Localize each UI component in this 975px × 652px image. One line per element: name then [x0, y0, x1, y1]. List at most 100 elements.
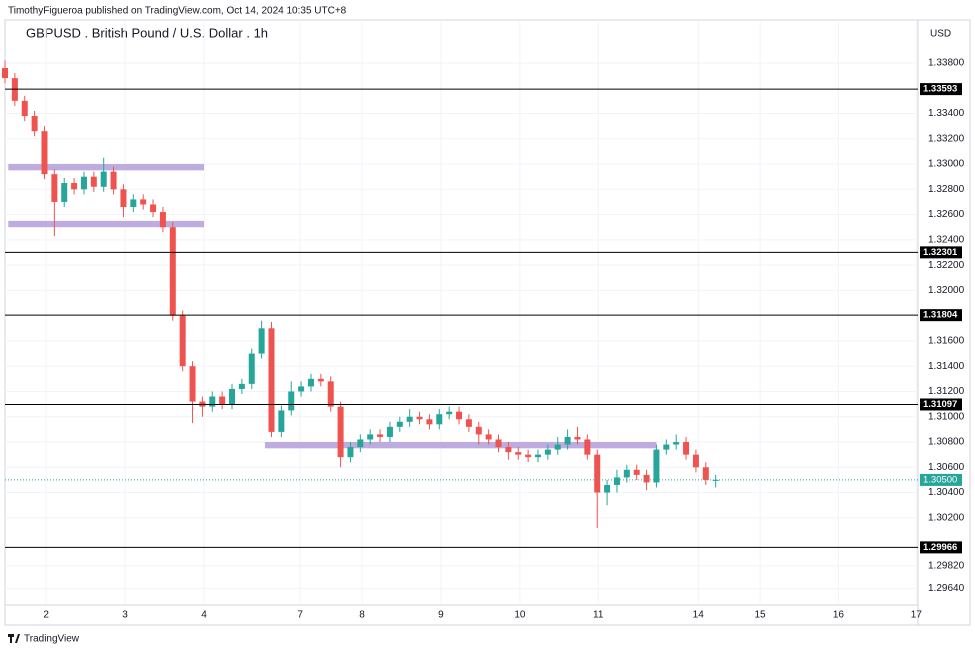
candle-body	[386, 426, 393, 437]
candle-body	[31, 116, 38, 132]
footer: TradingView	[24, 634, 80, 645]
y-tick-label: 1.30400	[928, 487, 965, 498]
candle-body	[159, 212, 166, 228]
candle-body	[248, 353, 255, 384]
candle-body	[456, 411, 463, 420]
candle-body	[298, 386, 305, 392]
candle-body	[475, 426, 482, 435]
candle-body	[140, 199, 147, 205]
candle-body	[71, 182, 78, 190]
candle-body	[643, 474, 650, 483]
x-tick-label: 7	[297, 610, 303, 621]
candle-body	[544, 449, 551, 455]
candle-body	[712, 479, 719, 481]
candle-body	[436, 414, 443, 425]
candle-body	[465, 419, 472, 427]
candle-body	[219, 396, 226, 405]
y-tick-label: 1.30800	[928, 437, 965, 448]
candle-body	[663, 444, 670, 450]
y-tick-label: 1.33400	[928, 108, 965, 119]
candle-body	[377, 434, 384, 437]
x-tick-label: 15	[755, 610, 767, 621]
candle-body	[209, 396, 216, 407]
candle-body	[268, 328, 275, 432]
candle-body	[150, 204, 157, 213]
y-tick-label: 1.32800	[928, 184, 965, 195]
x-tick-label: 2	[43, 610, 49, 621]
level-label: 1.31804	[923, 310, 958, 321]
level-label: 1.31097	[923, 399, 957, 410]
y-tick-label: 1.31000	[928, 411, 965, 422]
candle-body	[673, 442, 680, 445]
candle-body	[169, 227, 176, 316]
candle-body	[288, 391, 295, 411]
candle-body	[426, 419, 433, 425]
x-tick-label: 8	[359, 610, 365, 621]
candle-body	[692, 454, 699, 468]
level-label: 1.32301	[923, 247, 958, 258]
y-tick-label: 1.32600	[928, 209, 965, 220]
candle-body	[120, 189, 127, 207]
candle-body	[130, 199, 137, 207]
x-tick-label: 10	[514, 610, 526, 621]
candle-body	[327, 381, 334, 407]
candle-body	[406, 416, 413, 422]
candle-body	[337, 406, 344, 458]
level-tag	[920, 541, 962, 554]
x-tick-label: 9	[438, 610, 444, 621]
y-tick-label: 1.29640	[928, 583, 965, 594]
candle-body	[258, 328, 265, 354]
x-tick-label: 17	[911, 610, 923, 621]
candle-body	[278, 410, 285, 432]
candle-body	[90, 176, 97, 187]
candle-body	[357, 439, 364, 448]
y-tick-label: 1.31600	[928, 336, 965, 347]
y-tick-label: 1.30600	[928, 462, 965, 473]
candle-body	[100, 171, 107, 187]
candle-body	[574, 436, 581, 440]
level-tag	[920, 309, 962, 322]
frame	[4, 19, 971, 626]
candle-body	[189, 366, 196, 402]
currency-label: USD	[930, 29, 951, 40]
candle-body	[633, 469, 640, 475]
candle-body	[317, 378, 324, 382]
candle-body	[604, 484, 611, 493]
candle-body	[41, 131, 48, 175]
candle-body	[61, 182, 68, 202]
y-tick-label: 1.32000	[928, 285, 965, 296]
candle-body	[623, 469, 630, 478]
candle-body	[485, 434, 492, 440]
y-tick-label: 1.32400	[928, 234, 965, 245]
candle-body	[347, 447, 354, 458]
candle-body	[179, 315, 186, 367]
candle-body	[416, 416, 423, 420]
candle-body	[653, 449, 660, 483]
candle-body	[683, 442, 690, 455]
level-tag	[920, 83, 962, 96]
y-tick-label: 1.33200	[928, 133, 965, 144]
candle-body	[584, 439, 591, 455]
candle-body	[613, 477, 620, 485]
x-tick-label: 11	[593, 610, 604, 621]
candle-body	[80, 176, 87, 190]
candle-body	[446, 411, 453, 415]
last-price-label: 1.30500	[923, 474, 957, 485]
chart-title: GBPUSD . British Pound / U.S. Dollar . 1…	[26, 25, 268, 40]
last-price-tag	[920, 473, 962, 486]
y-tick-label: 1.29820	[928, 560, 965, 571]
y-tick-label: 1.30200	[928, 512, 965, 523]
candle-body	[564, 436, 571, 445]
y-tick-label: 1.33800	[928, 58, 965, 69]
candle-body	[367, 434, 374, 440]
y-tick-label: 1.32200	[928, 260, 965, 271]
level-label: 1.29966	[923, 542, 957, 553]
y-tick-label: 1.31400	[928, 361, 965, 372]
x-tick-label: 16	[833, 610, 845, 621]
zone	[8, 220, 205, 228]
candle-body	[51, 174, 58, 202]
level-label: 1.33593	[923, 84, 957, 95]
candle-body	[110, 171, 117, 190]
candle-body	[229, 388, 236, 405]
candle-body	[534, 454, 541, 458]
